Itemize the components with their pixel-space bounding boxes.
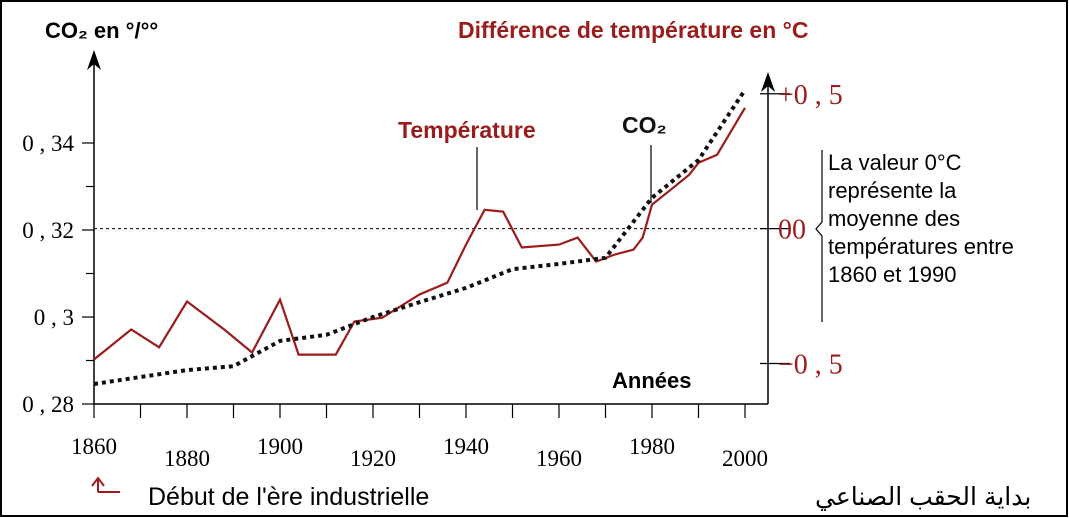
y2-tick-label: 00 <box>778 215 806 246</box>
footer-arabic: بداية الحقب الصناعي <box>815 483 1031 511</box>
note-line: moyenne des <box>828 206 960 231</box>
series-line <box>93 107 746 361</box>
series-line <box>93 88 747 386</box>
note-line: températures entre <box>828 234 1014 259</box>
x-tick-label: 1900 <box>257 434 303 459</box>
y-tick-label: 0 , 32 <box>22 218 74 243</box>
y-axis-label: CO₂ en °/°° <box>45 18 158 43</box>
footer: Début de l'ère industrielle <box>148 483 429 511</box>
x-tick-label: 1960 <box>536 446 582 471</box>
y2-tick-label: +0 , 5 <box>778 80 843 111</box>
x-tick-label: 1860 <box>71 434 117 459</box>
note-line: La valeur 0°C <box>828 150 962 175</box>
note-line: 1860 et 1990 <box>828 262 956 287</box>
x-tick-label: 1880 <box>164 446 210 471</box>
y-tick-label: 0 , 3 <box>34 305 74 330</box>
note-bracket <box>815 150 823 322</box>
x-tick-label: 1940 <box>443 434 489 459</box>
y-tick-label: 0 , 28 <box>22 392 74 417</box>
y2-tick-label: −0 , 5 <box>778 350 843 381</box>
x-tick-label: 2000 <box>722 446 768 471</box>
x-tick-label: 1920 <box>350 446 396 471</box>
y2-axis-label: Différence de température en °C <box>458 17 808 43</box>
footer-arrow <box>91 476 120 493</box>
x-axis-label: Années <box>612 368 691 393</box>
x-tick-label: 1980 <box>629 434 675 459</box>
y2-arrow <box>761 72 775 92</box>
y-tick-label: 0 , 34 <box>22 131 74 156</box>
series-label: Température <box>398 117 536 143</box>
note-line: représente la <box>828 178 957 203</box>
series-label: CO₂ <box>622 112 667 138</box>
y-arrow <box>87 50 101 70</box>
